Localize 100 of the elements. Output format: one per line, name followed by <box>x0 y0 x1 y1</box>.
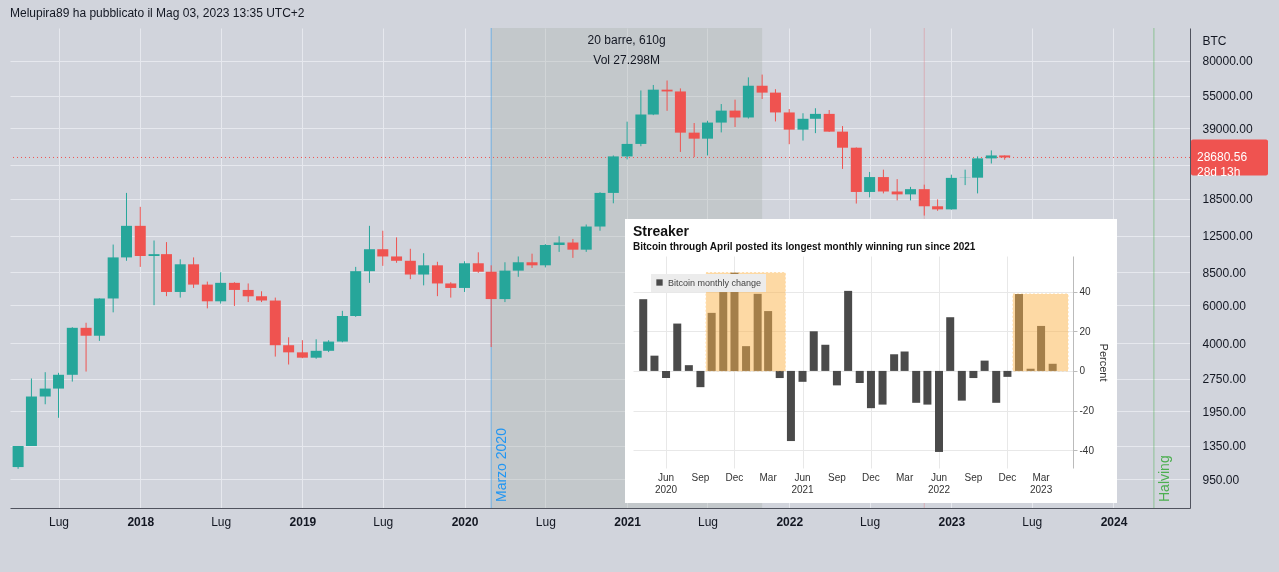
bar <box>957 370 966 401</box>
x-tick-label: Mar <box>895 472 914 483</box>
bar <box>775 370 784 379</box>
x-tick-label: 2024 <box>1100 514 1128 529</box>
ref-line-label: Halving <box>1155 455 1172 502</box>
candlestick <box>242 282 254 303</box>
legend-label: Bitcoin monthly change <box>668 277 762 288</box>
bar <box>662 370 671 379</box>
candlestick <box>391 236 403 264</box>
y-tick-label: 40 <box>1079 286 1092 298</box>
candlestick <box>228 281 240 307</box>
bar <box>684 365 693 371</box>
y-tick-label: -20 <box>1079 405 1095 417</box>
bar <box>742 346 751 371</box>
ref-line-label: Marzo 2020 <box>493 427 510 502</box>
bar <box>639 299 648 371</box>
x-tick-label: Lug <box>211 514 232 529</box>
bar <box>1003 370 1012 377</box>
band-label: 20 barre, 610g <box>587 33 666 47</box>
y-axis-title: Percent <box>1097 343 1110 382</box>
y-tick-label: 80000.00 <box>1202 54 1253 69</box>
candlestick <box>431 261 443 297</box>
annotation: Vol 27.298M <box>593 53 661 67</box>
y-tick-label: 6000.00 <box>1202 298 1247 313</box>
bar <box>935 370 943 452</box>
bar <box>809 331 818 371</box>
x-tick-label: Dec <box>862 472 880 483</box>
bar <box>946 317 955 371</box>
bar <box>923 370 932 405</box>
candlestick <box>53 372 65 419</box>
bar <box>900 351 909 371</box>
x-tick-label: Dec <box>998 472 1017 483</box>
bar <box>707 312 716 371</box>
candlestick <box>809 107 821 134</box>
x-tick-label: Lug <box>535 514 556 529</box>
candlestick <box>877 169 889 194</box>
candlestick <box>404 248 416 280</box>
candlestick <box>580 223 592 253</box>
bar <box>969 370 978 379</box>
x-tick-label: 2018 <box>127 514 155 529</box>
candlestick <box>512 255 524 278</box>
candlestick <box>823 109 835 133</box>
candlestick <box>310 338 322 360</box>
y-tick-label: 0 <box>1079 365 1086 377</box>
bar <box>673 323 682 371</box>
candlestick <box>769 88 781 122</box>
bar <box>821 344 830 371</box>
x-tick-label: 2021 <box>614 514 642 529</box>
bar <box>719 292 728 371</box>
y-tick-label: 55000.00 <box>1202 89 1253 104</box>
bar <box>866 370 875 409</box>
candlestick <box>215 271 227 305</box>
candlestick <box>188 256 200 289</box>
x-tick-label: 2020 <box>451 514 479 529</box>
candlestick <box>201 281 213 309</box>
y-axis-title: BTC <box>1202 33 1227 48</box>
candlestick <box>688 122 700 158</box>
bar <box>650 355 659 371</box>
y-tick-label: 12500.00 <box>1202 229 1253 244</box>
bar <box>832 370 841 386</box>
x-tick-label: Lug <box>1022 514 1043 529</box>
bar <box>798 370 807 382</box>
x-tick-label: 2023 <box>938 514 966 529</box>
candlestick <box>756 74 768 100</box>
candlestick <box>797 112 809 142</box>
x-tick-label: Jun 2022 <box>927 472 951 495</box>
bar <box>912 370 921 403</box>
bar <box>844 290 853 371</box>
bar <box>1048 363 1057 371</box>
y-tick-label: 4000.00 <box>1202 336 1247 351</box>
y-tick-label: 20 <box>1079 325 1092 337</box>
bar <box>1015 294 1024 371</box>
bar <box>786 370 795 442</box>
y-tick-label: 1950.00 <box>1202 404 1247 419</box>
candlestick <box>39 371 51 405</box>
candlestick <box>891 178 903 201</box>
candlestick <box>377 230 389 267</box>
bar <box>980 360 989 371</box>
x-tick-label: Sep <box>828 472 847 483</box>
x-tick-label: 2019 <box>289 514 317 529</box>
x-tick-label: Dec <box>725 472 744 483</box>
bar <box>696 370 705 388</box>
x-tick-label: Jun 2020 <box>654 472 678 495</box>
x-tick-label: Sep <box>691 472 710 483</box>
candlestick <box>864 171 876 198</box>
x-tick-label: Lug <box>860 514 881 529</box>
y-tick-label: 2750.00 <box>1202 372 1247 387</box>
bar <box>878 370 887 405</box>
y-tick-label: 950.00 <box>1202 472 1240 487</box>
bar <box>764 311 773 371</box>
y-tick-label: 39000.00 <box>1202 121 1253 136</box>
candlestick <box>526 253 538 269</box>
bar <box>855 370 864 383</box>
candlestick <box>972 155 984 194</box>
x-tick-label: Mar 2023 <box>1029 472 1053 495</box>
bar <box>890 354 899 371</box>
x-tick-label: Jun 2021 <box>791 472 815 495</box>
chart-title: Melupira89 ha pubblicato il Mag 03, 2023 13:35 UTC+2 <box>10 6 305 20</box>
candlestick <box>472 251 484 274</box>
candlestick <box>715 103 727 133</box>
